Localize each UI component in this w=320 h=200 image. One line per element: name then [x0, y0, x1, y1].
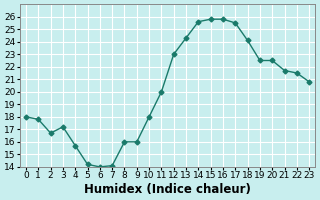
- X-axis label: Humidex (Indice chaleur): Humidex (Indice chaleur): [84, 183, 251, 196]
